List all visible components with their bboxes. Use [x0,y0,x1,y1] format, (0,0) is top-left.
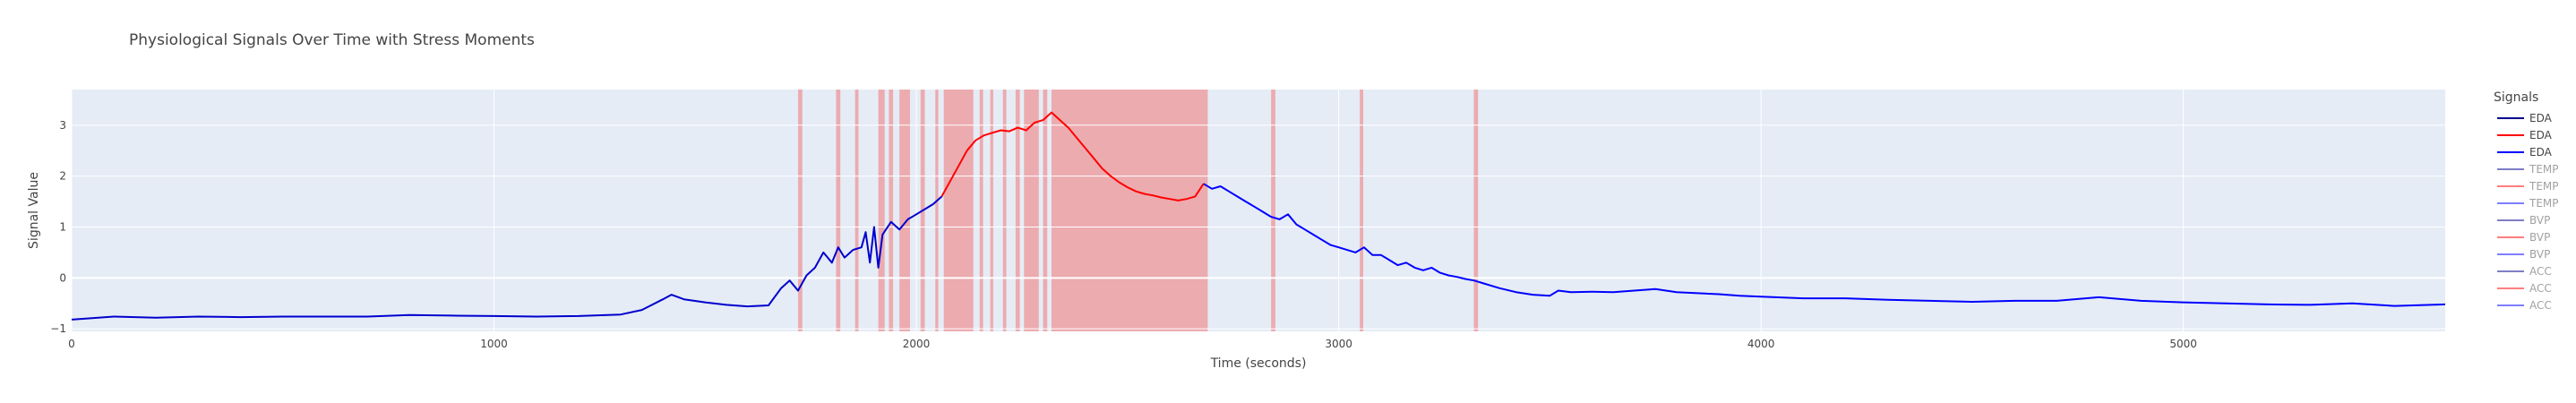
stress-region-17 [1360,90,1363,331]
legend-item[interactable]: ACC [2497,282,2552,295]
y-tick-label: 1 [59,220,66,233]
stress-region-1 [836,90,841,331]
y-axis-label: Signal Value [27,172,41,249]
legend-label: BVP [2529,214,2550,227]
series-line-1 [940,111,1205,202]
stress-region-4 [889,90,894,331]
legend-item[interactable]: BVP [2497,248,2550,261]
series-line-2 [1203,183,2446,307]
stress-region-12 [1015,90,1020,331]
legend-item[interactable]: BVP [2497,214,2550,227]
stress-region-7 [935,90,939,331]
x-axis-label: Time (seconds) [1210,356,1307,371]
stress-region-15 [1051,90,1208,331]
legend-item[interactable]: ACC [2497,299,2552,312]
series-line-0 [71,195,943,321]
x-tick-label: 5000 [2169,338,2197,350]
legend-label: ACC [2529,299,2552,312]
legend-label: EDA [2529,112,2553,124]
legend-label: BVP [2529,231,2550,244]
stress-region-9 [979,90,983,331]
stress-region-0 [798,90,803,331]
legend-item[interactable]: TEMP [2497,197,2559,210]
y-tick-label: 0 [59,271,66,284]
stress-region-3 [878,90,885,331]
legend-label: EDA [2529,129,2553,141]
stress-region-18 [1473,90,1479,331]
plot-area [72,90,2445,331]
legend-label: ACC [2529,282,2552,295]
stress-region-2 [854,90,859,331]
legend-label: EDA [2529,146,2553,159]
legend-item[interactable]: EDA [2497,129,2553,141]
chart-title: Physiological Signals Over Time with Str… [129,31,535,49]
x-tick-label: 4000 [1747,338,1775,350]
legend-item[interactable]: EDA [2497,146,2553,159]
stress-region-14 [1043,90,1048,331]
stress-region-10 [990,90,993,331]
y-tick-label: 3 [59,119,66,132]
x-tick-label: 3000 [1325,338,1352,350]
legend-item[interactable]: TEMP [2497,163,2559,176]
legend-item[interactable]: TEMP [2497,180,2559,193]
stress-region-11 [1002,90,1007,331]
y-tick-label: −1 [50,322,66,335]
y-tick-label: 2 [59,170,66,183]
x-tick-label: 2000 [903,338,931,350]
stress-region-5 [899,90,910,331]
legend-item[interactable]: BVP [2497,231,2550,244]
legend-label: TEMP [2529,180,2559,193]
legend-label: ACC [2529,265,2552,278]
x-tick-label: 0 [68,338,75,350]
legend-item[interactable]: ACC [2497,265,2552,278]
stress-region-13 [1024,90,1039,331]
stress-region-8 [943,90,974,331]
stress-region-16 [1271,90,1275,331]
legend-title: Signals [2494,90,2538,105]
legend-label: BVP [2529,248,2550,261]
legend-item[interactable]: EDA [2497,112,2553,124]
legend-label: TEMP [2529,163,2559,176]
x-tick-label: 1000 [480,338,508,350]
legend-label: TEMP [2529,197,2559,210]
